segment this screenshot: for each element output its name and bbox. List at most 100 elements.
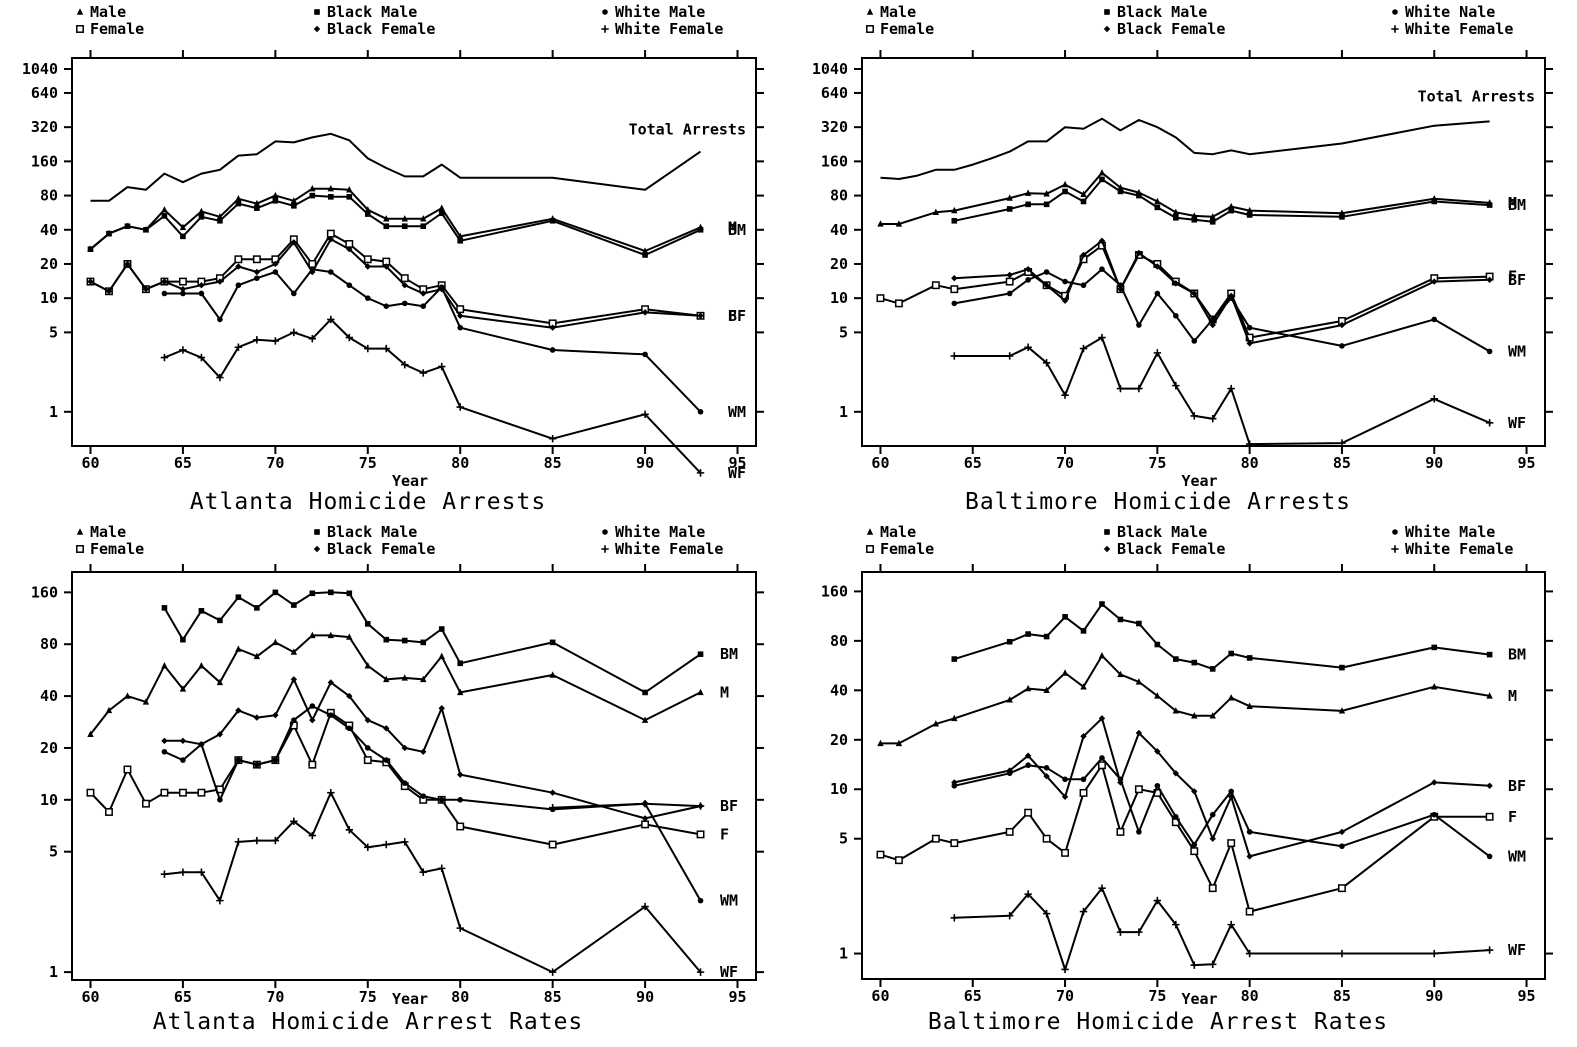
plot-frame (861, 57, 1546, 447)
data-point (161, 662, 168, 669)
data-point (216, 278, 224, 285)
data-point (895, 739, 903, 747)
series-line (954, 268, 1491, 353)
data-point (328, 194, 334, 200)
data-point (290, 817, 298, 826)
x-tick-label: 85 (544, 454, 562, 472)
series-end-label: F (720, 825, 729, 843)
data-point (346, 725, 353, 732)
series-end-label: M (1508, 194, 1517, 212)
data-point (161, 748, 168, 755)
data-point (328, 269, 334, 275)
data-point (1246, 324, 1253, 331)
data-point (1172, 280, 1180, 287)
data-point (1062, 776, 1068, 783)
data-point (1025, 762, 1031, 769)
legend-label: White Female (615, 540, 723, 558)
data-point (216, 731, 224, 738)
data-point (161, 737, 168, 745)
data-point (1135, 729, 1143, 737)
data-point (271, 337, 280, 345)
data-point (254, 205, 260, 211)
data-point (641, 716, 649, 723)
data-point (438, 626, 445, 632)
data-point (549, 347, 556, 353)
data-point (1024, 189, 1032, 196)
series-line (90, 132, 702, 202)
data-point (309, 192, 316, 199)
data-point (401, 838, 409, 846)
data-point (1190, 412, 1198, 420)
series-end-label: BF (1508, 777, 1526, 795)
data-point (383, 675, 390, 683)
chart-title: Baltimore Homicide Arrest Rates (928, 1009, 1388, 1035)
data-point (383, 263, 390, 270)
data-point (1338, 707, 1346, 714)
data-point (309, 631, 316, 639)
data-point (1116, 928, 1125, 936)
data-point (950, 352, 958, 360)
series-line (164, 268, 702, 413)
legend-marker (76, 8, 84, 15)
data-point (1431, 683, 1438, 690)
data-point (1061, 848, 1070, 857)
y-tick-label: 80 (830, 187, 848, 205)
data-point (697, 226, 704, 233)
data-point (951, 217, 958, 224)
data-point (178, 277, 187, 286)
data-point (383, 215, 390, 222)
x-tick-label: 90 (636, 988, 654, 1006)
legend-label: Black Male (1117, 523, 1207, 541)
data-point (235, 645, 242, 652)
data-point (1154, 641, 1161, 648)
data-point (951, 656, 958, 662)
data-point (1006, 638, 1013, 645)
data-point (420, 793, 427, 799)
data-point (1006, 194, 1013, 201)
data-point (346, 590, 353, 597)
x-tick-label: 70 (266, 454, 284, 472)
data-point (327, 631, 335, 639)
data-point (1061, 391, 1069, 399)
plot-frame (71, 571, 757, 981)
chart-title: Baltimore Homicide Arrests (965, 489, 1351, 515)
data-point (291, 290, 297, 297)
chart-panel-atlanta-arrests: Male Female Black Male Black Female White Ma… (0, 0, 790, 526)
data-point (1117, 282, 1124, 289)
data-point (382, 840, 390, 849)
data-point (548, 840, 557, 849)
data-point (1006, 290, 1013, 297)
series-end-label: WF (728, 464, 746, 482)
data-point (549, 639, 556, 646)
data-point (235, 757, 242, 763)
data-point (951, 206, 958, 214)
legend-marker (1104, 529, 1110, 535)
data-point (1136, 322, 1142, 328)
data-point (364, 621, 371, 627)
data-point (642, 689, 648, 696)
data-point (1246, 829, 1253, 835)
data-point (401, 223, 408, 230)
x-tick-label: 80 (451, 454, 469, 472)
y-tick-label: 5 (49, 323, 58, 341)
data-point (291, 203, 297, 209)
data-point (1486, 276, 1493, 284)
legend-marker (866, 25, 874, 33)
legend-marker (1103, 545, 1111, 553)
data-point (309, 266, 316, 272)
x-tick-label: 65 (964, 454, 982, 472)
data-point (438, 864, 446, 873)
data-point (1043, 765, 1050, 771)
data-point (401, 637, 408, 644)
data-point (641, 820, 650, 829)
data-point (346, 245, 353, 253)
data-point (548, 434, 557, 443)
x-tick-label: 60 (871, 987, 889, 1005)
data-point (950, 285, 959, 294)
data-point (1117, 776, 1124, 783)
data-point (86, 788, 95, 797)
data-point (1042, 359, 1051, 367)
data-point (1430, 949, 1438, 958)
data-point (1486, 692, 1493, 699)
